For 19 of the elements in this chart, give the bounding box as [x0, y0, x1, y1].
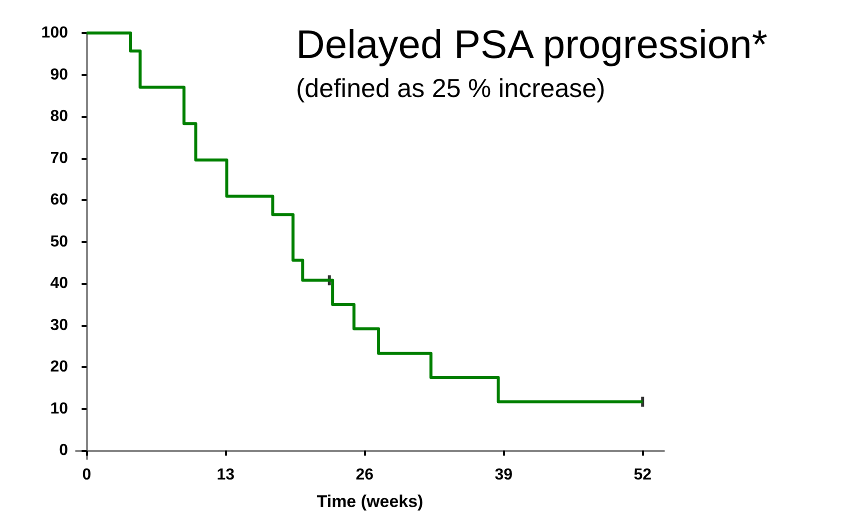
chart-title: Delayed PSA progression*	[296, 23, 768, 67]
x-tick-label: 13	[216, 466, 235, 484]
y-tick-label: 10	[50, 400, 68, 418]
y-tick-label: 20	[50, 358, 68, 376]
x-tick-label: 0	[82, 466, 92, 484]
text: (defined as 25 % increase)	[296, 73, 606, 103]
y-tick-label: 0	[59, 442, 68, 460]
y-tick-label: 80	[50, 108, 68, 126]
x-tick-label: 52	[634, 466, 652, 484]
y-tick-label: 90	[50, 66, 68, 84]
y-tick-label: 70	[50, 150, 68, 167]
y-tick-label: 100	[41, 24, 68, 42]
y-tick-label: 50	[50, 233, 68, 250]
x-tick-label: 26	[356, 466, 374, 484]
y-tick-label: 30	[50, 316, 68, 334]
y-tick-label: 40	[50, 275, 68, 292]
x-tick-label: 39	[494, 466, 513, 484]
x-axis-title: Time (weeks)	[316, 492, 424, 511]
y-tick-label: 60	[50, 192, 68, 209]
